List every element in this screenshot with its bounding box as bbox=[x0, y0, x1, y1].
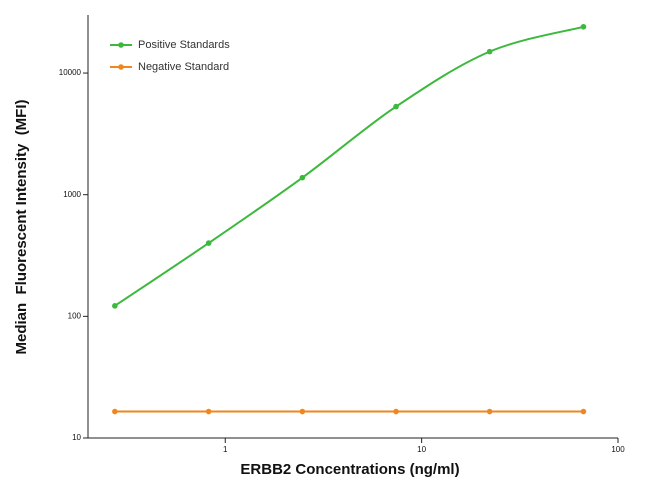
y-tick-label: 10000 bbox=[59, 68, 82, 77]
point bbox=[299, 408, 306, 415]
y-tick-label: 1000 bbox=[63, 190, 81, 199]
point bbox=[112, 303, 118, 309]
point bbox=[299, 174, 306, 181]
series-line bbox=[114, 25, 584, 307]
point bbox=[486, 408, 493, 415]
y-tick-label: 10 bbox=[72, 433, 81, 442]
x-tick-label: 10 bbox=[417, 445, 426, 454]
point bbox=[205, 240, 212, 246]
y-axis-title: Median Fluorescent Intensity (MFI) bbox=[13, 99, 30, 354]
legend-label: Positive Standards bbox=[138, 39, 230, 51]
point bbox=[112, 408, 118, 415]
legend-label: Negative Standard bbox=[138, 61, 229, 73]
point bbox=[205, 408, 212, 415]
y-tick-label: 100 bbox=[68, 311, 82, 320]
legend-marker bbox=[118, 42, 124, 48]
point bbox=[393, 103, 399, 110]
x-tick-label: 1 bbox=[223, 445, 228, 454]
legend-marker bbox=[118, 64, 124, 70]
point bbox=[486, 48, 493, 55]
point bbox=[393, 408, 399, 415]
x-axis-title: ERBB2 Concentrations (ng/ml) bbox=[240, 461, 459, 478]
point bbox=[580, 408, 587, 415]
point bbox=[580, 23, 587, 30]
x-tick-label: 100 bbox=[611, 445, 625, 454]
